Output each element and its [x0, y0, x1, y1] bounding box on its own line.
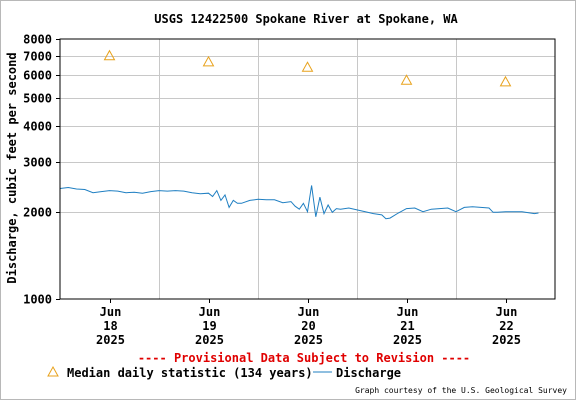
x-tick-year: 2025 [96, 333, 125, 347]
x-tick-day: 19 [202, 319, 216, 333]
x-tick-year: 2025 [393, 333, 422, 347]
x-tick-month: Jun [100, 305, 122, 319]
y-tick-label: 1000 [23, 293, 52, 307]
median-marker [202, 55, 215, 67]
x-tick-month: Jun [496, 305, 518, 319]
y-tick-label: 2000 [23, 206, 52, 220]
y-tick-label: 8000 [23, 33, 52, 47]
legend-median-label: Median daily statistic (134 years) [67, 366, 313, 380]
y-tick-label: 3000 [23, 156, 52, 170]
grid [60, 39, 555, 299]
y-tick-label: 7000 [23, 50, 52, 64]
median-marker [301, 61, 314, 72]
y-axis-ticks: 1000 2000 3000 4000 5000 6000 7000 8000 [23, 33, 60, 307]
y-tick-label: 6000 [23, 69, 52, 83]
x-tick-year: 2025 [492, 333, 521, 347]
discharge-line [59, 185, 539, 220]
x-tick-month: Jun [199, 305, 221, 319]
median-marker [499, 75, 512, 87]
x-tick-month: Jun [397, 305, 419, 319]
x-tick-day: 22 [499, 319, 513, 333]
x-tick-day: 18 [103, 319, 117, 333]
x-tick-year: 2025 [294, 333, 323, 347]
y-axis-label: Discharge, cubic feet per second [5, 52, 19, 283]
x-tick-month: Jun [298, 305, 320, 319]
x-tick-day: 20 [301, 319, 315, 333]
y-tick-label: 4000 [23, 120, 52, 134]
chart-title: USGS 12422500 Spokane River at Spokane, … [154, 12, 458, 26]
x-axis-ticks: Jun182025Jun192025Jun202025Jun212025Jun2… [96, 299, 521, 347]
discharge-series [59, 185, 539, 220]
provisional-notice: ---- Provisional Data Subject to Revisio… [138, 351, 470, 365]
y-tick-label: 5000 [23, 92, 52, 106]
median-marker [103, 49, 116, 61]
legend-median-triangle-icon [47, 365, 59, 377]
median-marker [400, 74, 413, 85]
credit-text: Graph courtesy of the U.S. Geological Su… [355, 386, 567, 395]
x-tick-year: 2025 [195, 333, 224, 347]
median-series [103, 49, 512, 87]
plot-area-border [59, 38, 556, 300]
x-tick-day: 21 [400, 319, 414, 333]
legend: Median daily statistic (134 years) Disch… [47, 365, 401, 380]
legend-discharge-label: Discharge [336, 366, 401, 380]
